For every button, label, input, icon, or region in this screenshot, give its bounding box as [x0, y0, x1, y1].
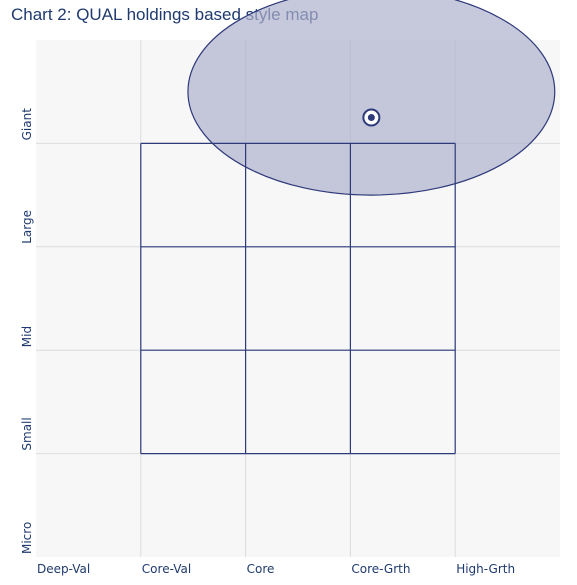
x-tick-label: High-Grth — [456, 562, 515, 576]
y-tick-label: Mid — [20, 326, 34, 347]
x-tick-label: Core-Val — [142, 562, 191, 576]
y-tick-label: Large — [20, 210, 34, 244]
holdings-ellipse — [187, 0, 556, 196]
y-tick-label: Small — [20, 417, 34, 450]
y-tick-label: Giant — [20, 108, 34, 141]
x-tick-label: Deep-Val — [37, 562, 90, 576]
x-tick-label: Core-Grth — [351, 562, 410, 576]
x-tick-label: Core — [247, 562, 275, 576]
y-tick-label: Micro — [20, 522, 34, 554]
centroid-marker-dot — [367, 114, 375, 122]
